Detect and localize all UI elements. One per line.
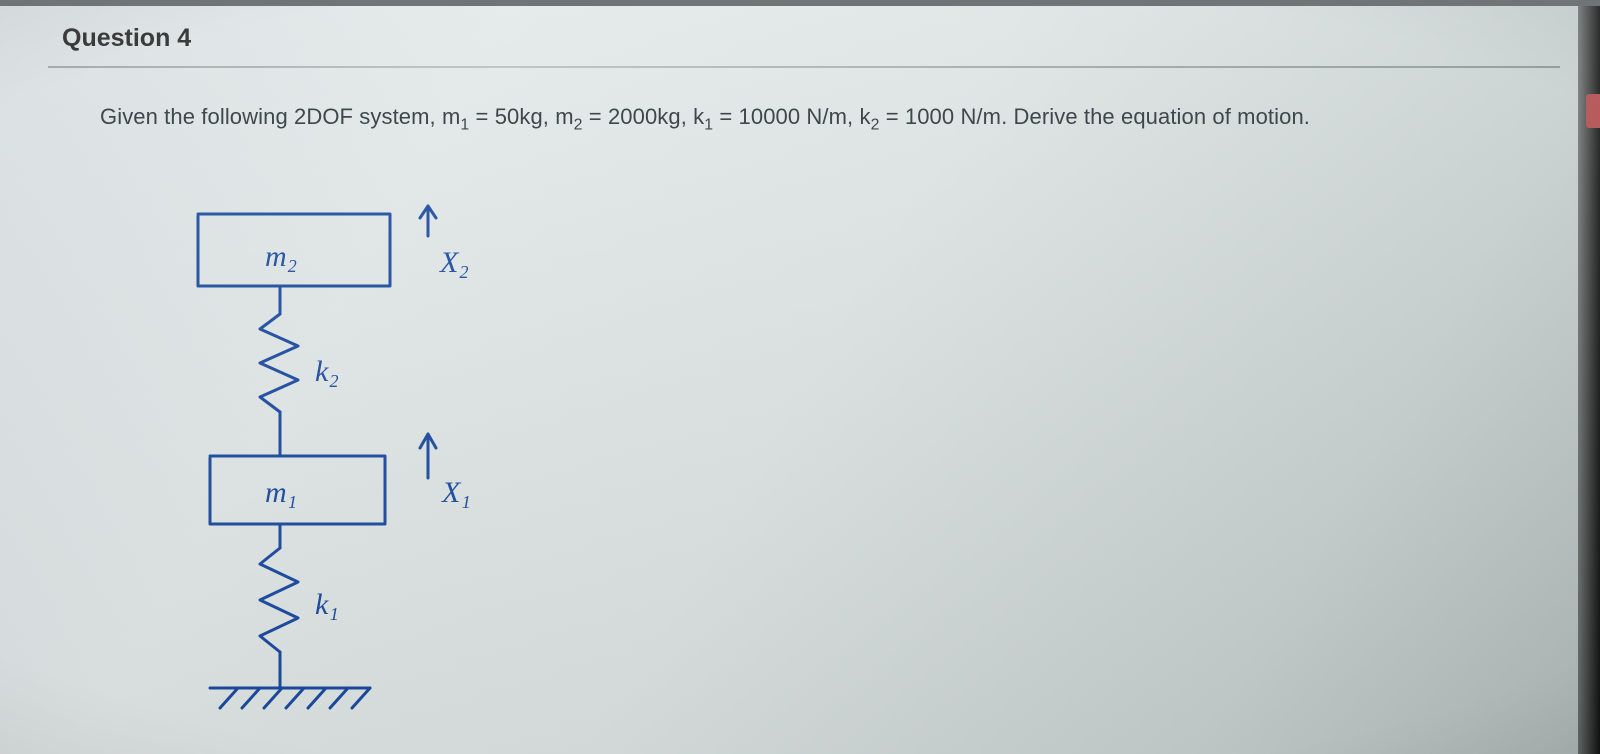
divider [48, 66, 1560, 68]
mass1-label: m₁ [265, 476, 297, 509]
k2-eq: = [880, 104, 905, 129]
mass1-box [210, 456, 385, 524]
ground-hatching-icon [220, 688, 370, 708]
x2-arrow-icon [420, 206, 436, 236]
page: Question 4 Given the following 2DOF syst… [0, 0, 1600, 754]
m1-val: 50kg, [495, 104, 556, 129]
spring-k1-icon [260, 548, 298, 652]
k1-sub: 1 [704, 116, 713, 133]
spring-k1-label: k₁ [315, 588, 339, 621]
q-prefix: Given the following 2DOF system, [100, 104, 442, 129]
k1-sym: k [693, 104, 704, 129]
system-diagram: m₂ X₂ k₂ m₁ X₁ k₁ [180, 196, 560, 754]
m2-sub: 2 [574, 116, 583, 133]
x1-arrow-icon [420, 434, 436, 478]
side-tab-icon [1586, 94, 1600, 128]
x1-label: X₁ [441, 476, 471, 509]
m2-sym: m [555, 104, 573, 129]
k1-val: 10000 N/m, [739, 104, 860, 129]
mass2-label: m₂ [265, 240, 297, 273]
spring-k2-icon [260, 314, 298, 412]
question-header: Question 4 [62, 24, 191, 53]
m1-eq: = [469, 104, 494, 129]
spring-k2-label: k₂ [315, 355, 339, 388]
k2-sub: 2 [871, 116, 880, 133]
m2-val: 2000kg, [608, 104, 693, 129]
k2-val: 1000 N/m. [905, 104, 1014, 129]
question-text: Given the following 2DOF system, m1 = 50… [100, 104, 1310, 134]
x2-label: X₂ [439, 246, 469, 279]
m2-eq: = [583, 104, 608, 129]
k2-sym: k [860, 104, 871, 129]
q-suffix: Derive the equation of motion. [1014, 104, 1311, 129]
m1-sym: m [442, 104, 460, 129]
k1-eq: = [713, 104, 738, 129]
m1-sub: 1 [460, 116, 469, 133]
